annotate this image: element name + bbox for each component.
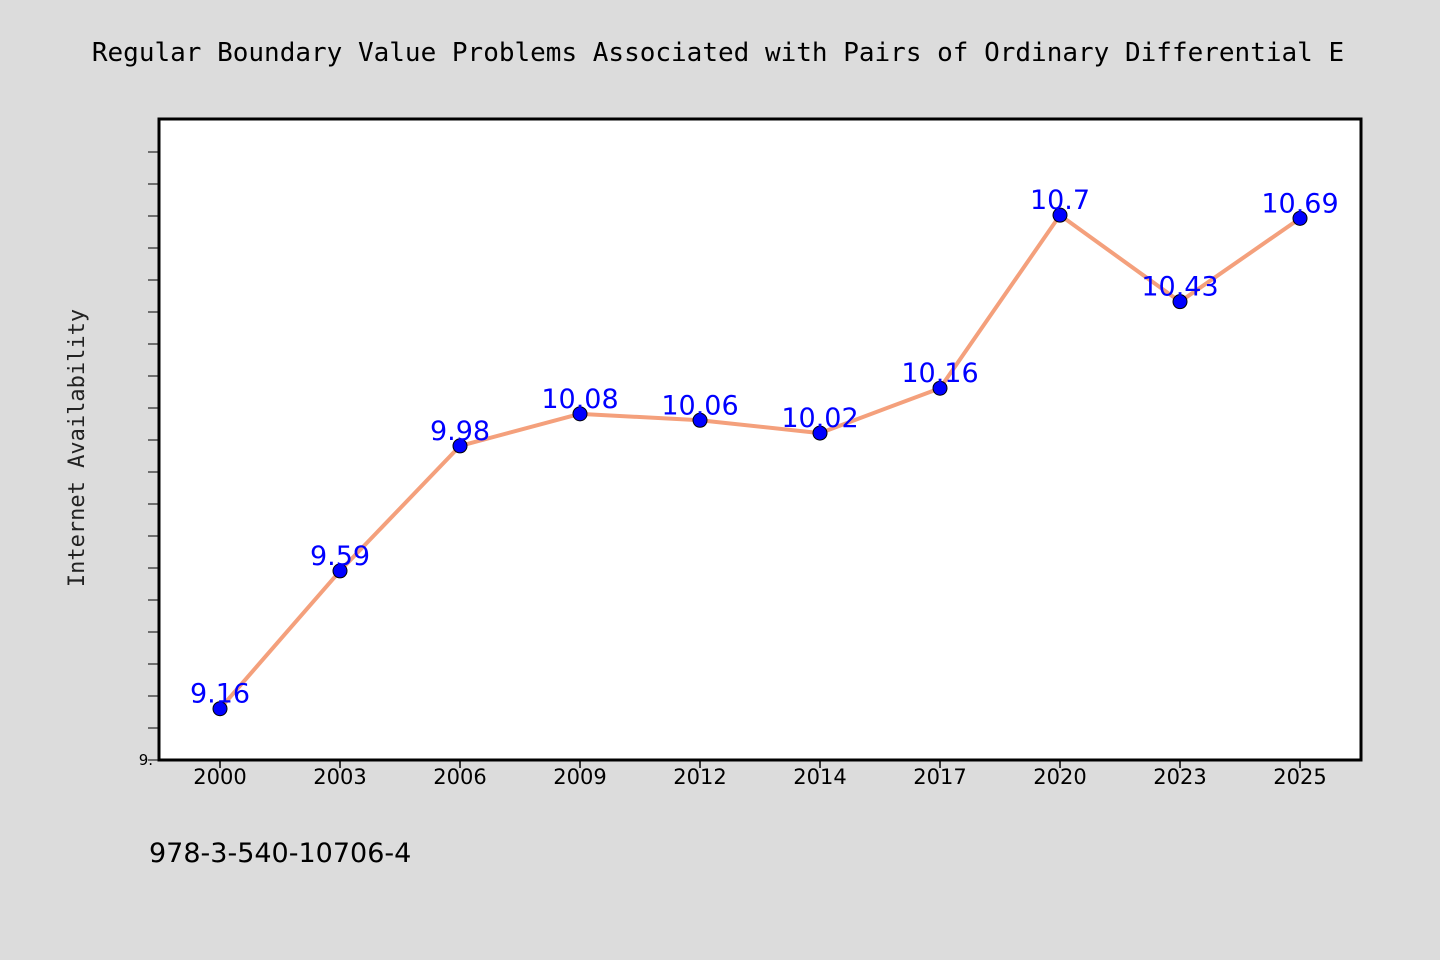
series-internet-availability: 9.16 9.59 9.98 10.08 10.06 10.02 10.16 10.7 10.4… xyxy=(190,185,1339,717)
data-label: 10.06 xyxy=(661,390,738,421)
data-label: 9.98 xyxy=(430,416,490,447)
data-label: 9.16 xyxy=(190,679,250,710)
x-tick-label: 2012 xyxy=(673,765,726,789)
data-point xyxy=(692,412,708,428)
data-point xyxy=(212,701,228,717)
x-tick-label: 2000 xyxy=(193,765,246,789)
data-label: 10.69 xyxy=(1261,188,1338,219)
data-point xyxy=(332,563,348,579)
data-point xyxy=(572,406,588,422)
y-axis-ticks xyxy=(148,151,159,761)
data-label: 10.43 xyxy=(1141,272,1218,303)
data-label: 9.59 xyxy=(310,541,370,572)
data-point xyxy=(932,380,948,396)
x-tick-label: 2023 xyxy=(1153,765,1206,789)
x-tick-label: 2020 xyxy=(1033,765,1086,789)
data-point xyxy=(1052,207,1068,223)
x-tick-label: 2009 xyxy=(553,765,606,789)
x-tick-label: 2025 xyxy=(1273,765,1326,789)
data-labels: 9.16 9.59 9.98 10.08 10.06 10.02 10.16 10.7 10.4… xyxy=(190,185,1339,710)
data-point xyxy=(452,438,468,454)
x-axis-tick-labels: 2000 2003 2006 2009 2012 2014 2017 2020 2023 2025 xyxy=(193,765,1326,789)
data-point xyxy=(812,425,828,441)
data-point xyxy=(1292,210,1308,226)
x-axis-ticks xyxy=(219,760,1301,768)
y-axis-title: Internet Availability xyxy=(65,309,90,587)
data-label: 10.7 xyxy=(1030,185,1090,216)
x-tick-label: 2006 xyxy=(433,765,486,789)
series-markers xyxy=(212,207,1308,717)
plot-area xyxy=(157,117,1363,762)
series-line xyxy=(218,213,1302,711)
x-tick-label: 2017 xyxy=(913,765,966,789)
chart-title: Regular Boundary Value Problems Associat… xyxy=(92,38,1344,68)
x-tick-label: 2003 xyxy=(313,765,366,789)
isbn-footer: 978-3-540-10706-4 xyxy=(149,838,411,869)
y-tick-label: 9. xyxy=(139,751,153,769)
data-label: 10.02 xyxy=(781,403,858,434)
x-tick-label: 2014 xyxy=(793,765,846,789)
data-label: 10.08 xyxy=(541,384,618,415)
data-point xyxy=(1172,294,1188,310)
data-label: 10.16 xyxy=(901,358,978,389)
